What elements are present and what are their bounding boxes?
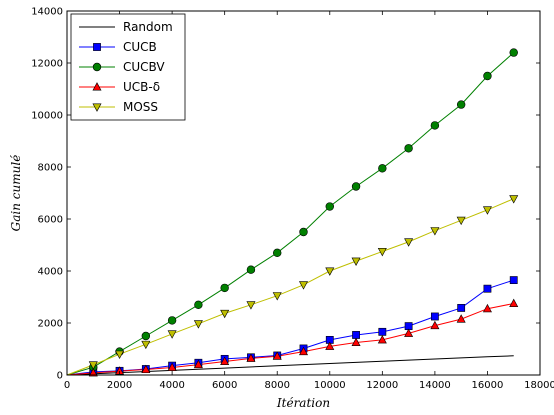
series-2-point [325,202,334,211]
series-4-point [115,350,125,360]
series-3-point [88,368,98,377]
x-tick-label: 10000 [314,380,346,391]
series-4-point [220,309,230,319]
series-3-point [167,362,177,371]
series-2-point [351,182,361,191]
series-2-point [299,227,308,237]
series-1-point [430,312,439,321]
series-4-point [272,292,282,301]
series-2-point [509,48,518,57]
series-4-point [88,361,98,370]
series-1-point [457,304,466,312]
legend-marker [92,62,102,72]
series-lines [66,52,515,376]
series-4-point [430,227,440,236]
y-tick-label: 10000 [31,111,63,122]
x-tick-label: 6000 [212,380,237,391]
y-tick-label: 4000 [38,267,63,278]
series-1-point [483,284,492,293]
series-3-point [193,359,203,369]
series-4-point [404,238,414,247]
series-2-point [141,331,151,341]
series-4-point [193,320,203,329]
legend-entry: Random [123,20,173,34]
series-2-point [430,121,440,130]
series-1-point [352,331,360,339]
series-3-point [141,364,151,374]
series-3-point [509,298,519,308]
series-3-line [66,303,514,376]
series-3-point [246,353,256,362]
x-tick-label: 8000 [264,380,289,391]
legend-entry: CUCBV [123,60,165,74]
series-2-point [483,71,492,81]
series-2-point [194,300,203,309]
y-tick-label: 0 [57,371,63,382]
x-tick-label: 4000 [159,380,184,391]
series-2-point [273,248,282,258]
series-2-line [66,52,515,376]
series-3-point [220,356,230,365]
series-3-point [377,335,387,344]
axis-tick-labels: 0 2000 4000 6000 8000 10000 12000 14000 16000 180… [31,7,554,392]
legend-entry: CUCB [123,40,157,54]
series-3-point [404,328,414,337]
legend-entry: UCB-δ [123,80,160,94]
series-1-line [66,279,514,376]
series-2-point [167,316,177,325]
x-axis-label: Itération [276,396,330,410]
legend-marker [92,103,102,112]
y-tick-label: 12000 [31,59,63,70]
series-3-point [430,320,440,330]
legend: Random CUCB CUCBV UCB-δ MOSS [70,13,186,121]
x-tick-label: 18000 [524,380,554,391]
y-axis-label: Gain cumulé [9,155,23,232]
series-1-point [509,276,518,284]
series-2-point [246,265,256,274]
x-tick-label: 14000 [419,380,451,391]
series-4-point [509,195,519,204]
legend-entry: MOSS [123,100,158,114]
series-4-point [246,301,256,310]
series-4-point [167,330,177,339]
series-markers [88,48,519,377]
x-tick-label: 12000 [366,380,398,391]
series-3-point [325,341,335,350]
series-4-point [298,281,309,290]
series-2-point [456,100,466,109]
legend-marker [92,82,102,91]
x-tick-label: 0 [64,380,70,391]
y-tick-label: 8000 [38,163,63,174]
series-2-point [404,144,413,153]
plot-frame [66,10,541,376]
series-4-point [377,248,387,257]
series-3-point [272,351,282,360]
series-2-point [378,164,387,173]
series-3-point [482,303,492,313]
y-tick-label: 6000 [38,215,63,226]
y-tick-label: 14000 [31,7,63,18]
series-2-point [220,283,229,293]
axis-ticks [66,10,541,376]
series-4-point [456,216,466,226]
series-3-point [351,337,361,347]
series-4-point [141,340,151,350]
series-4-point [325,267,335,276]
x-tick-label: 16000 [472,380,504,391]
x-tick-label: 2000 [107,380,132,391]
series-4-point [482,206,492,215]
series-3-point [456,314,466,323]
series-0-line [66,355,514,376]
series-3-point [298,346,309,356]
legend-marker [93,43,101,51]
y-tick-label: 2000 [38,319,63,330]
series-4-point [351,257,361,266]
series-1-point [378,327,387,336]
series-4-line [66,198,514,376]
